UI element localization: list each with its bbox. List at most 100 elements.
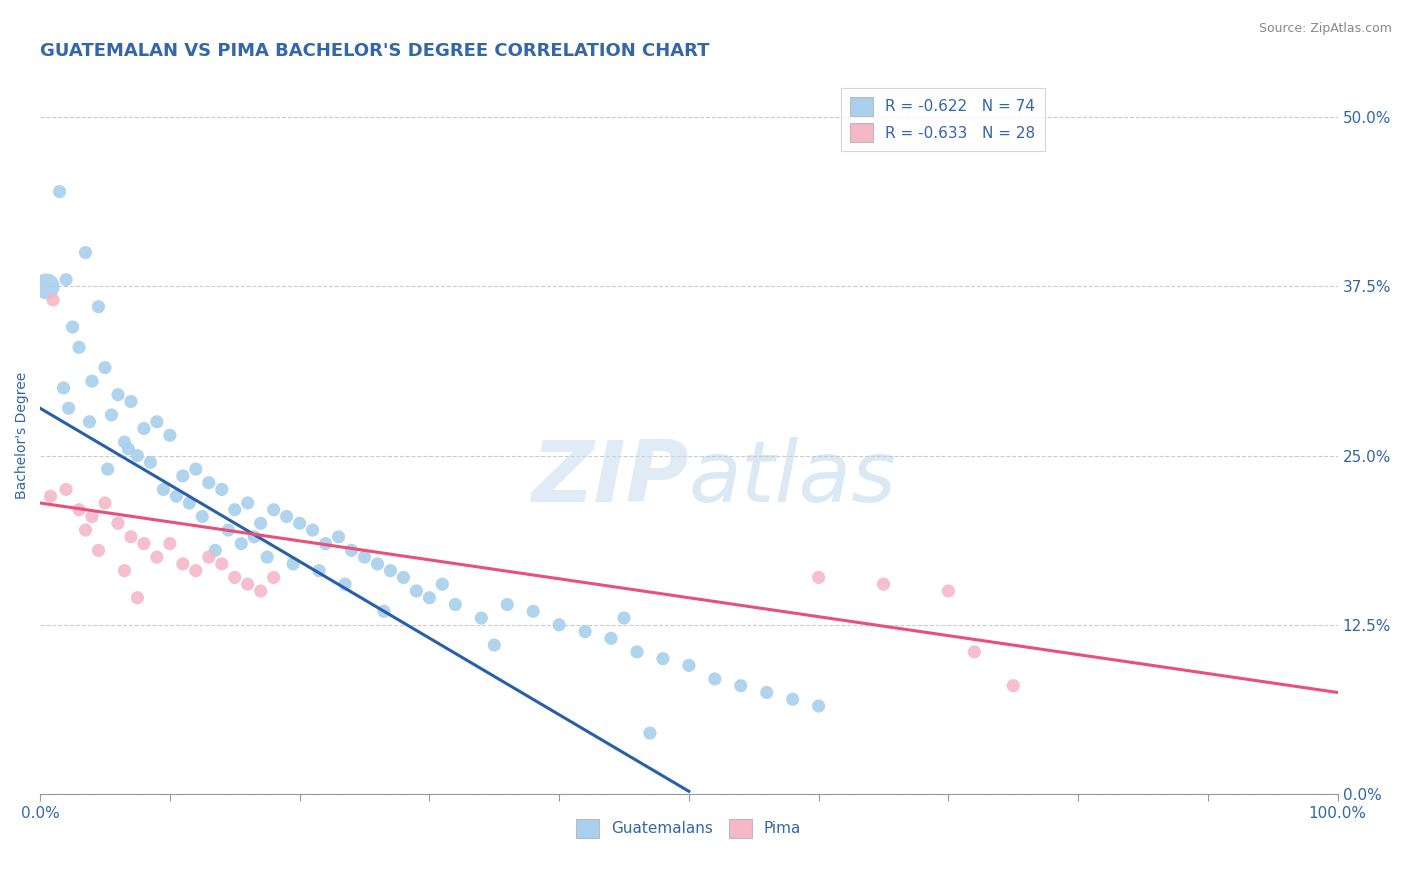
- Text: atlas: atlas: [689, 437, 897, 520]
- Point: [127, 449, 149, 463]
- Point: [67, 502, 90, 516]
- Point: [963, 645, 986, 659]
- Point: [87, 300, 110, 314]
- Point: [373, 604, 395, 618]
- Point: [678, 658, 700, 673]
- Point: [172, 469, 194, 483]
- Point: [484, 638, 506, 652]
- Point: [87, 543, 110, 558]
- Point: [159, 428, 181, 442]
- Point: [159, 536, 181, 550]
- Point: [782, 692, 804, 706]
- Point: [613, 611, 636, 625]
- Point: [522, 604, 544, 618]
- Point: [80, 374, 103, 388]
- Point: [204, 543, 226, 558]
- Point: [600, 632, 623, 646]
- Point: [224, 502, 246, 516]
- Point: [132, 536, 155, 550]
- Point: [172, 557, 194, 571]
- Point: [432, 577, 454, 591]
- Point: [263, 570, 285, 584]
- Point: [418, 591, 440, 605]
- Point: [42, 293, 65, 307]
- Point: [39, 489, 62, 503]
- Point: [638, 726, 661, 740]
- Point: [165, 489, 187, 503]
- Point: [340, 543, 363, 558]
- Point: [1002, 679, 1025, 693]
- Point: [380, 564, 402, 578]
- Point: [197, 550, 219, 565]
- Point: [55, 272, 77, 286]
- Point: [120, 394, 142, 409]
- Point: [211, 557, 233, 571]
- Point: [231, 536, 253, 550]
- Point: [328, 530, 350, 544]
- Point: [333, 577, 356, 591]
- Point: [80, 509, 103, 524]
- Point: [308, 564, 330, 578]
- Point: [353, 550, 375, 565]
- Point: [184, 462, 207, 476]
- Point: [236, 496, 259, 510]
- Point: [496, 598, 519, 612]
- Point: [256, 550, 278, 565]
- Y-axis label: Bachelor's Degree: Bachelor's Degree: [15, 372, 30, 499]
- Point: [872, 577, 894, 591]
- Point: [94, 360, 117, 375]
- Point: [405, 584, 427, 599]
- Point: [62, 320, 84, 334]
- Point: [120, 530, 142, 544]
- Point: [626, 645, 648, 659]
- Point: [281, 557, 304, 571]
- Point: [288, 516, 311, 531]
- Point: [139, 455, 162, 469]
- Point: [243, 530, 266, 544]
- Point: [548, 617, 571, 632]
- Point: [938, 584, 960, 599]
- Point: [100, 408, 122, 422]
- Point: [236, 577, 259, 591]
- Point: [211, 483, 233, 497]
- Point: [67, 340, 90, 354]
- Point: [55, 483, 77, 497]
- Point: [249, 516, 271, 531]
- Point: [301, 523, 323, 537]
- Point: [132, 421, 155, 435]
- Point: [114, 435, 136, 450]
- Point: [97, 462, 120, 476]
- Point: [807, 570, 830, 584]
- Point: [366, 557, 388, 571]
- Point: [807, 699, 830, 714]
- Point: [703, 672, 725, 686]
- Point: [249, 584, 271, 599]
- Point: [48, 185, 70, 199]
- Point: [152, 483, 174, 497]
- Point: [127, 591, 149, 605]
- Point: [755, 685, 778, 699]
- Point: [52, 381, 75, 395]
- Text: Source: ZipAtlas.com: Source: ZipAtlas.com: [1258, 22, 1392, 36]
- Point: [35, 279, 58, 293]
- Point: [107, 387, 129, 401]
- Point: [179, 496, 201, 510]
- Point: [197, 475, 219, 490]
- Point: [114, 564, 136, 578]
- Point: [107, 516, 129, 531]
- Point: [574, 624, 596, 639]
- Point: [191, 509, 214, 524]
- Point: [94, 496, 117, 510]
- Point: [276, 509, 298, 524]
- Point: [58, 401, 80, 416]
- Point: [651, 651, 673, 665]
- Point: [117, 442, 139, 456]
- Point: [444, 598, 467, 612]
- Point: [79, 415, 101, 429]
- Text: GUATEMALAN VS PIMA BACHELOR'S DEGREE CORRELATION CHART: GUATEMALAN VS PIMA BACHELOR'S DEGREE COR…: [41, 42, 710, 60]
- Point: [224, 570, 246, 584]
- Text: ZIP: ZIP: [531, 437, 689, 520]
- Point: [146, 550, 169, 565]
- Legend: Guatemalans, Pima: Guatemalans, Pima: [571, 813, 807, 844]
- Point: [392, 570, 415, 584]
